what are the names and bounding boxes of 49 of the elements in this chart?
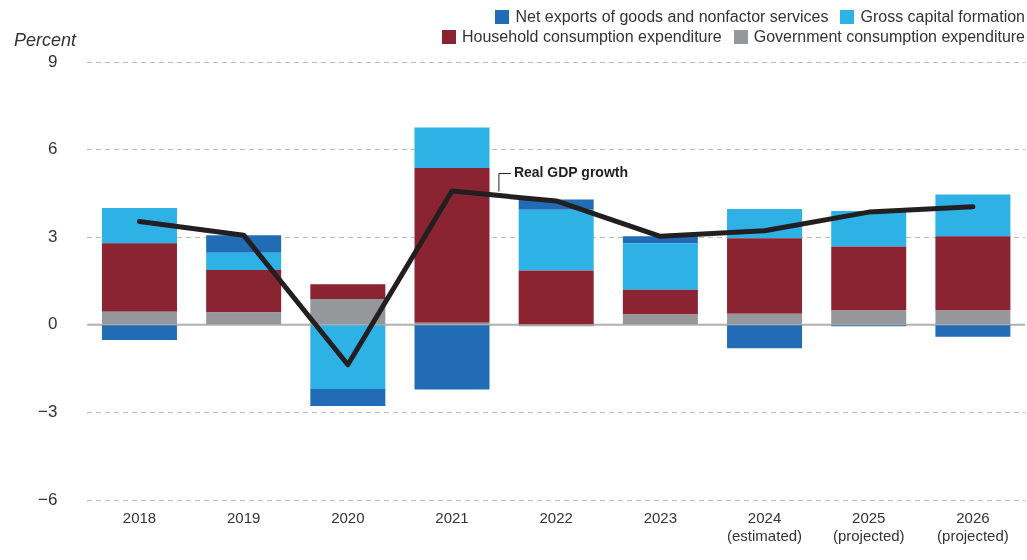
x-tick-label: 2021 xyxy=(435,509,469,527)
bar xyxy=(935,194,1011,237)
bar xyxy=(101,311,177,325)
bar xyxy=(518,270,594,325)
x-tick-label: 2018 xyxy=(122,509,157,527)
bar xyxy=(101,325,177,340)
bar xyxy=(935,236,1011,311)
y-tick-label: 9 xyxy=(47,51,58,71)
bar xyxy=(101,243,177,312)
bar xyxy=(310,299,386,325)
x-tick-label: 2020 xyxy=(331,509,365,527)
legend-label: Net exports of goods and nonfactor services xyxy=(515,8,829,26)
bar xyxy=(206,312,282,325)
x-tick-label: 2022 xyxy=(539,509,573,527)
bar xyxy=(206,252,282,270)
y-tick-label: 0 xyxy=(47,314,58,334)
bar xyxy=(935,310,1011,325)
y-tick-label: 6 xyxy=(47,139,58,159)
bar xyxy=(727,238,803,314)
bar xyxy=(206,269,282,313)
y-tick-label: −6 xyxy=(37,489,58,509)
series-label: Real GDP growth xyxy=(513,164,628,181)
x-tick-label: 2024 (estimated) xyxy=(727,509,803,545)
x-tick-label: 2019 xyxy=(226,509,261,527)
y-tick-label: 3 xyxy=(47,226,58,246)
x-tick-label: 2026 (projected) xyxy=(937,509,1009,545)
bar xyxy=(727,313,803,325)
bar xyxy=(310,284,386,300)
legend-label: Gross capital formation xyxy=(860,8,1025,26)
bar xyxy=(935,325,1011,337)
bar xyxy=(101,208,177,244)
bar xyxy=(622,243,698,290)
bar xyxy=(414,168,490,323)
bar xyxy=(518,209,594,271)
bar xyxy=(831,246,907,311)
legend-label: Government consumption expenditure xyxy=(753,28,1025,46)
bar xyxy=(414,325,490,390)
y-tick-label: −3 xyxy=(37,402,58,422)
bar xyxy=(831,310,907,325)
bar xyxy=(414,127,490,168)
legend-label: Household consumption expenditure xyxy=(462,28,722,46)
y-axis-title: Percent xyxy=(14,30,77,51)
x-tick-label: 2023 xyxy=(643,509,678,527)
bar xyxy=(310,389,386,406)
bar xyxy=(622,314,698,325)
bar xyxy=(727,325,803,349)
bar xyxy=(622,289,698,315)
bar xyxy=(310,325,386,390)
x-tick-label: 2025 (projected) xyxy=(832,509,905,545)
